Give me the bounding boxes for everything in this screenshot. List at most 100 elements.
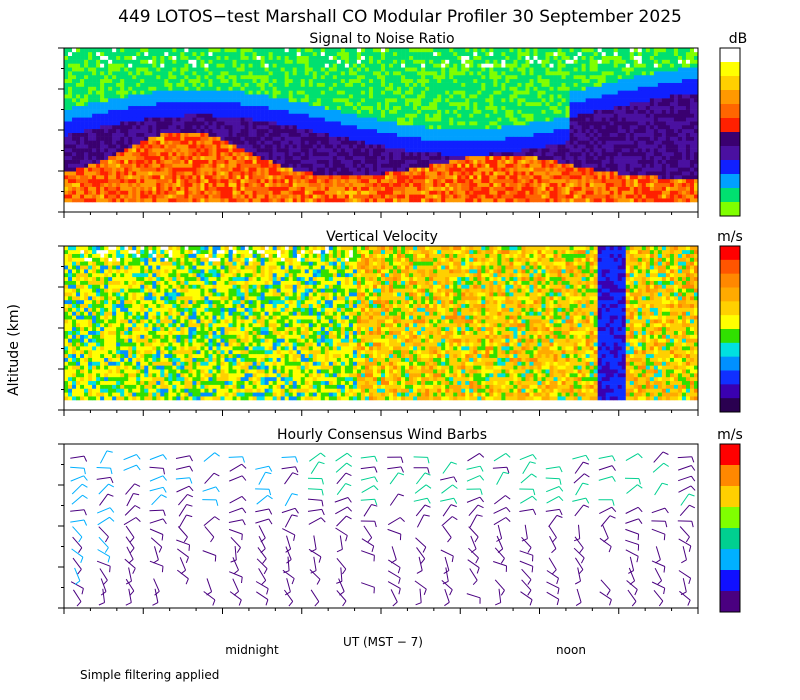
snr-cell (232, 117, 237, 122)
snr-cell (164, 175, 169, 180)
snr-cell (220, 113, 225, 118)
snr-cell (324, 125, 330, 130)
snr-cell (413, 105, 418, 110)
snr-cell (312, 167, 318, 172)
snr-cell (240, 113, 245, 118)
snr-cell (549, 140, 554, 145)
snr-cell (172, 144, 177, 149)
snr-cell (328, 190, 334, 195)
snr-cell (509, 148, 514, 153)
snr-cell (268, 94, 273, 99)
snr-cell (312, 74, 318, 80)
snr-cell (192, 140, 197, 145)
snr-cell (433, 144, 438, 149)
snr-cell (160, 48, 165, 53)
snr-cell (240, 136, 245, 141)
snr-cell (232, 198, 237, 203)
snr-cell (477, 175, 482, 180)
snr-cell (96, 140, 101, 145)
snr-cell (385, 163, 390, 168)
snr-cell (553, 136, 558, 141)
snr-cell (76, 74, 81, 80)
snr-cell (260, 128, 265, 133)
snr-cell (168, 155, 173, 160)
snr-cell (501, 82, 506, 87)
snr-cell (417, 48, 422, 53)
snr-cell (421, 175, 426, 180)
snr-cell (497, 82, 502, 87)
snr-cell (368, 63, 374, 68)
snr-cell (296, 121, 302, 126)
snr-cell (196, 163, 201, 168)
snr-cell (188, 71, 193, 76)
snr-cell (320, 136, 326, 141)
snr-cell (308, 132, 314, 137)
snr-cell (561, 148, 566, 153)
snr-cell (497, 109, 502, 114)
snr-cell (497, 167, 502, 172)
snr-cell (501, 163, 506, 168)
snr-cell (172, 140, 177, 145)
snr-cell (104, 121, 109, 126)
snr-cell (204, 175, 209, 180)
snr-cell (360, 132, 366, 137)
snr-cell (80, 90, 85, 95)
snr-cell (441, 105, 446, 110)
snr-cell (268, 105, 273, 110)
snr-cell (76, 148, 81, 153)
snr-cell (96, 121, 101, 126)
snr-cell (268, 67, 273, 72)
snr-cell (112, 98, 117, 103)
snr-cell (268, 82, 273, 87)
snr-cell (280, 140, 285, 145)
snr-cell (196, 55, 201, 60)
snr-cell (108, 113, 113, 118)
snr-cell (389, 51, 394, 56)
snr-cell (152, 121, 157, 126)
snr-cell (316, 151, 322, 157)
snr-cell (308, 163, 314, 168)
snr-cell (517, 78, 522, 83)
snr-cell (437, 67, 442, 72)
snr-cell (376, 109, 382, 114)
snr-cell (537, 198, 542, 203)
snr-cell (216, 171, 221, 176)
snr-cell (276, 171, 281, 176)
snr-cell (376, 132, 382, 137)
snr-cell (533, 74, 538, 80)
snr-cell (376, 117, 382, 122)
snr-cell (252, 186, 257, 191)
snr-cell (244, 82, 249, 87)
snr-cell (112, 121, 117, 126)
snr-cell (108, 67, 113, 72)
snr-cell (469, 194, 474, 199)
snr-cell (180, 82, 185, 87)
snr-cell (168, 128, 173, 133)
snr-cell (316, 125, 322, 130)
snr-cell (533, 51, 538, 56)
snr-cell (124, 132, 129, 137)
snr-cell (268, 55, 273, 60)
snr-cell (473, 82, 478, 87)
snr-cell (232, 190, 237, 195)
snr-cell (292, 101, 298, 107)
snr-cell (533, 163, 538, 168)
snr-cell (429, 175, 434, 180)
snr-cell (525, 136, 530, 141)
snr-cell (352, 136, 358, 141)
snr-cell (517, 117, 522, 122)
snr-cell (385, 71, 390, 76)
snr-cell (92, 159, 97, 164)
snr-cell (537, 109, 542, 114)
snr-cell (68, 175, 73, 180)
snr-cell (417, 90, 422, 95)
snr-cell (260, 144, 265, 149)
snr-cell (441, 121, 446, 126)
snr-cell (224, 105, 229, 110)
snr-cell (120, 86, 125, 91)
snr-cell (212, 144, 217, 149)
snr-cell (216, 82, 221, 87)
snr-cell (557, 163, 562, 168)
snr-cell (260, 175, 265, 180)
snr-cell (348, 105, 354, 110)
